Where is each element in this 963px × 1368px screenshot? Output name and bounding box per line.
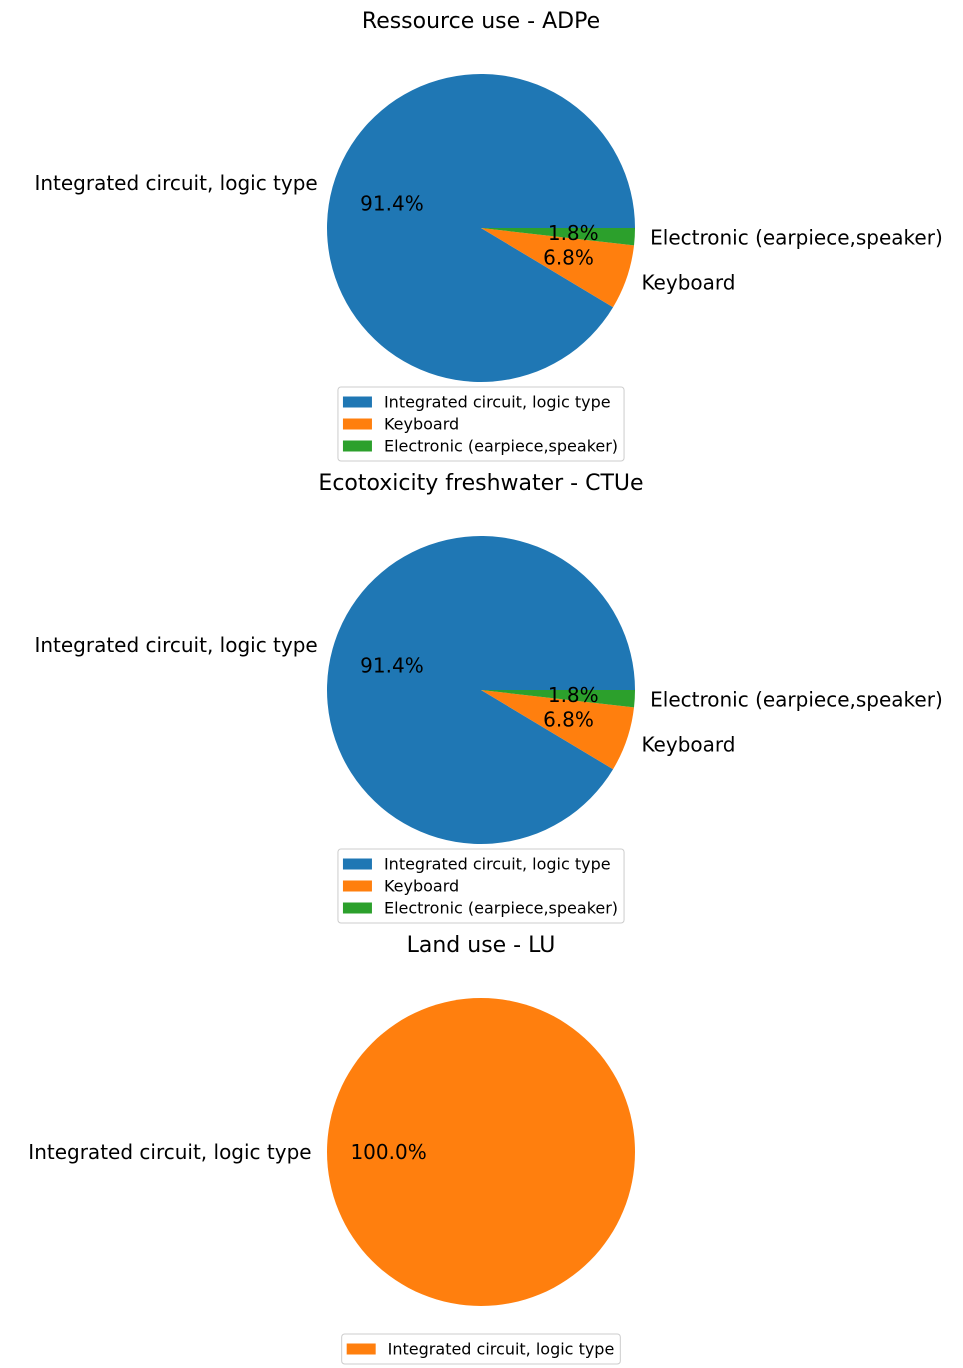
pct-label-keyboard: 6.8% <box>543 246 594 270</box>
pie-slice-integrated-circuit-logic-type <box>327 73 635 382</box>
chart-panel-adpe: Ressource use - ADPe 91.4% Integrated cir… <box>34 9 943 462</box>
legend-ctue: Integrated circuit, logic type Keyboard El… <box>337 848 625 924</box>
legend-swatch-integrated-circuit-logic-type <box>342 858 372 870</box>
slice-label-electronic-earpiece-speaker: Electronic (earpiece,speaker) <box>650 226 943 250</box>
legend-frame <box>341 1333 621 1365</box>
legend-swatch-electronic-earpiece-speaker <box>342 902 372 914</box>
pct-label-integrated-circuit-logic-type: 91.4% <box>360 191 424 215</box>
slice-label-keyboard: Keyboard <box>641 270 735 294</box>
pct-label-keyboard: 6.8% <box>543 708 594 732</box>
legend-swatch-integrated-circuit-logic-type <box>342 396 372 408</box>
legend-adpe: Integrated circuit, logic type Keyboard El… <box>337 386 625 462</box>
chart-panel-ctue: Ecotoxicity freshwater - CTUe 91.4% Integ… <box>34 471 943 924</box>
legend-label-keyboard: Keyboard <box>384 415 459 434</box>
legend-label-electronic-earpiece-speaker: Electronic (earpiece,speaker) <box>384 437 618 456</box>
legend-frame <box>337 386 625 462</box>
pie-slice-keyboard <box>481 228 635 308</box>
legend-label-integrated-circuit-logic-type: Integrated circuit, logic type <box>388 1340 615 1359</box>
slice-label-integrated-circuit-logic-type: Integrated circuit, logic type <box>34 171 317 195</box>
chart-panel-lu: Land use - LU 100.0% Integrated circuit, … <box>28 933 635 1365</box>
pie-adpe: 91.4% Integrated circuit, logic type 6.8% K… <box>34 73 943 382</box>
legend-label-keyboard: Keyboard <box>384 877 459 896</box>
pct-label-electronic-earpiece-speaker: 1.8% <box>548 221 599 245</box>
slice-label-electronic-earpiece-speaker: Electronic (earpiece,speaker) <box>650 688 943 712</box>
legend-label-electronic-earpiece-speaker: Electronic (earpiece,speaker) <box>384 899 618 918</box>
pct-label-integrated-circuit-logic-type: 91.4% <box>360 653 424 677</box>
slice-label-integrated-circuit-logic-type: Integrated circuit, logic type <box>34 633 317 657</box>
chart-title: Ecotoxicity freshwater - CTUe <box>318 471 643 496</box>
chart-title: Ressource use - ADPe <box>362 9 600 34</box>
pie-slice-electronic-earpiece-speaker <box>481 228 635 246</box>
legend-swatch-electronic-earpiece-speaker <box>342 440 372 452</box>
legend-swatch-keyboard <box>342 418 372 430</box>
slice-label-keyboard: Keyboard <box>641 732 735 756</box>
chart-title: Land use - LU <box>407 933 556 958</box>
pct-label-integrated-circuit-logic-type: 100.0% <box>350 1140 426 1164</box>
pie-slice-integrated-circuit-logic-type <box>327 535 635 844</box>
legend-frame <box>337 848 625 924</box>
legend-swatch-integrated-circuit-logic-type <box>346 1343 376 1355</box>
legend-label-integrated-circuit-logic-type: Integrated circuit, logic type <box>384 855 611 874</box>
pie-slice-electronic-earpiece-speaker <box>481 690 635 708</box>
pct-label-electronic-earpiece-speaker: 1.8% <box>548 683 599 707</box>
pie-lu: 100.0% Integrated circuit, logic type <box>28 998 635 1306</box>
pie-ctue: 91.4% Integrated circuit, logic type 6.8% K… <box>34 535 943 844</box>
pie-slice-integrated-circuit-logic-type <box>327 998 635 1306</box>
pie-slice-keyboard <box>481 690 635 770</box>
legend-lu: Integrated circuit, logic type <box>341 1333 621 1365</box>
slice-label-integrated-circuit-logic-type: Integrated circuit, logic type <box>28 1140 311 1164</box>
legend-label-integrated-circuit-logic-type: Integrated circuit, logic type <box>384 393 611 412</box>
legend-swatch-keyboard <box>342 880 372 892</box>
